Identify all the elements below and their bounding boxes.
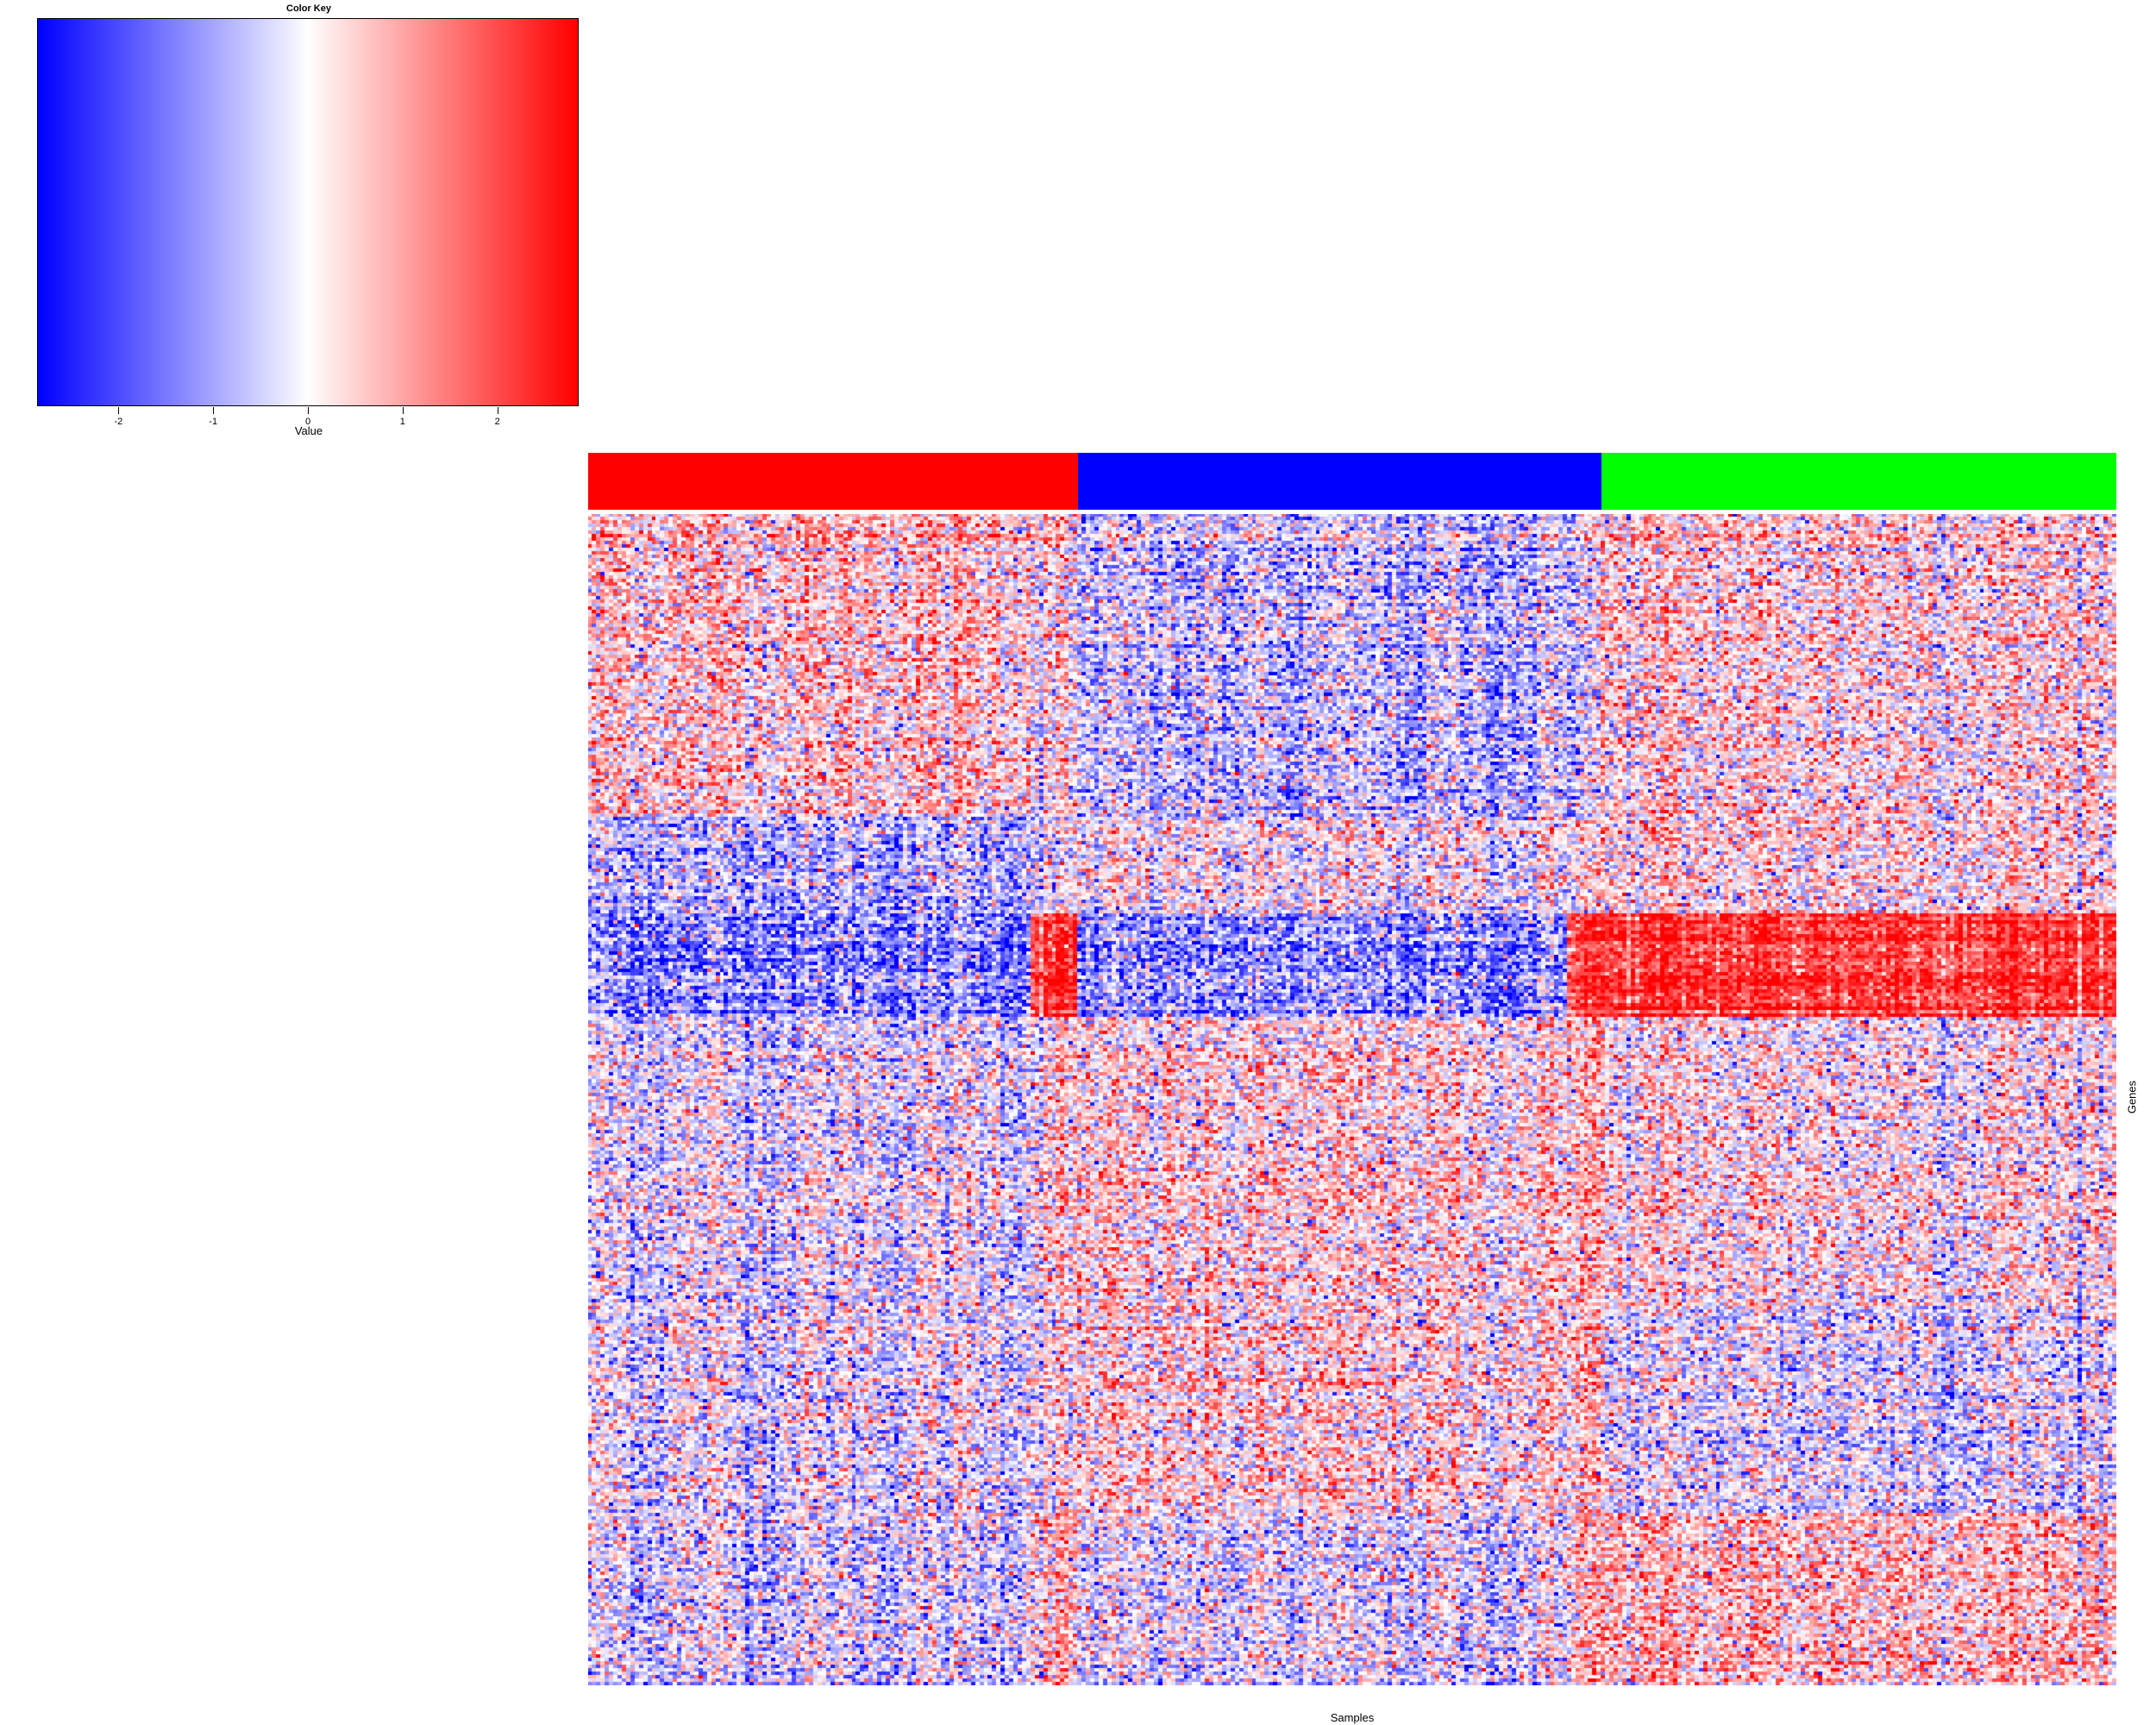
- color-key-tick-label: 2: [494, 417, 500, 427]
- sample-group-2: [1078, 453, 1601, 510]
- sample-group-3: [1601, 453, 2116, 510]
- expression-heatmap: [588, 514, 2116, 1685]
- color-key-tick-mark: [213, 407, 215, 414]
- color-key-frame: [37, 18, 579, 406]
- color-key-tick-mark: [402, 407, 404, 414]
- color-key-gradient: [38, 19, 578, 405]
- color-key-tick-mark: [118, 407, 120, 414]
- color-key-tick-label: 0: [304, 417, 311, 427]
- sample-group-color-bar: [588, 453, 2116, 510]
- color-key-title: Color Key: [286, 3, 331, 14]
- color-key-tick-label: -1: [209, 417, 218, 427]
- color-key-tick-mark: [308, 407, 309, 414]
- color-key-tick-label: -2: [114, 417, 123, 427]
- y-axis-label: Genes: [2125, 1080, 2139, 1114]
- color-key-xlabel: Value: [294, 424, 323, 437]
- x-axis-label: Samples: [1330, 1711, 1375, 1724]
- color-key-tick-label: 1: [399, 417, 405, 427]
- sample-group-1: [588, 453, 1078, 510]
